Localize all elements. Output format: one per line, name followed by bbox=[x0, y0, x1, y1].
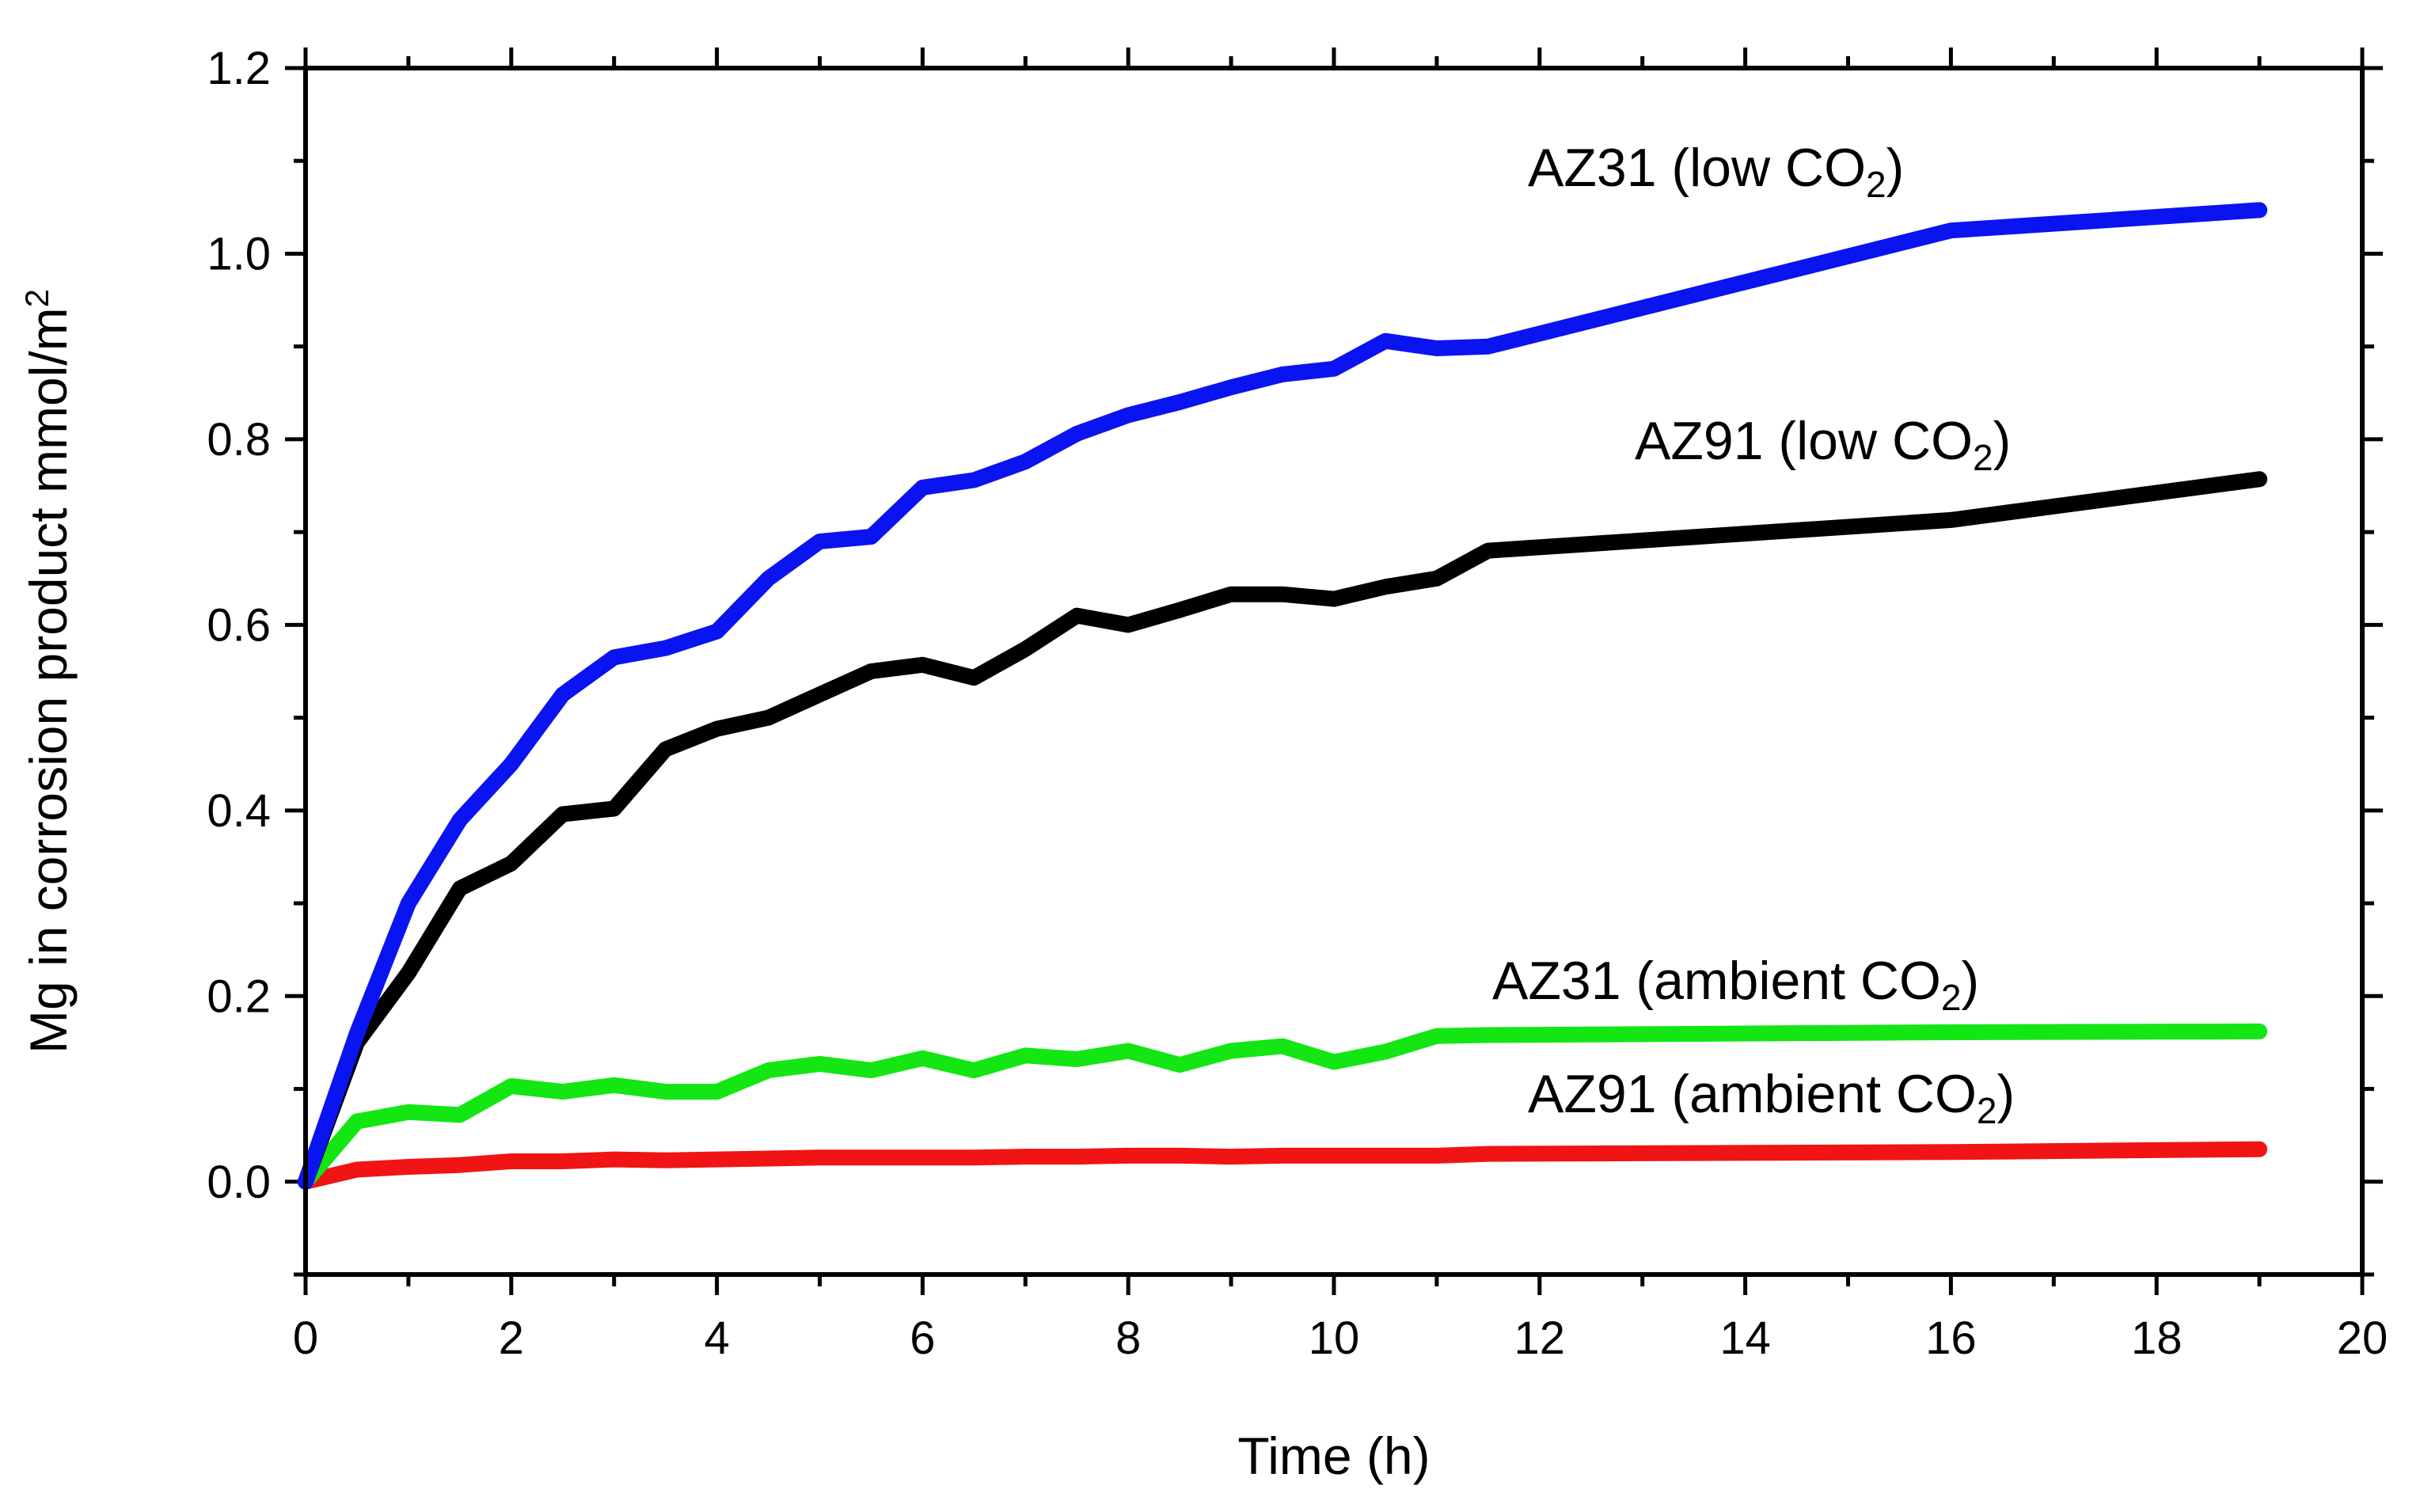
y-axis-title-superscript: 2 bbox=[18, 289, 55, 307]
x-tick-label: 6 bbox=[910, 1313, 935, 1364]
x-tick-label: 4 bbox=[704, 1313, 729, 1364]
label-layer: AZ31 (low CO2) AZ91 (low CO2) AZ31 (ambien… bbox=[1492, 138, 2015, 1131]
x-tick-label: 16 bbox=[1925, 1313, 1977, 1364]
series-line-az91-low-co2 bbox=[298, 471, 2268, 1190]
x-axis-title: Time (h) bbox=[1237, 1427, 1430, 1485]
y-tick-label: 1.0 bbox=[207, 228, 271, 279]
x-tick-label: 8 bbox=[1115, 1313, 1141, 1364]
series-label: AZ31 (low CO2) bbox=[1528, 138, 1904, 205]
series-label: AZ91 (ambient CO2) bbox=[1528, 1064, 2015, 1131]
y-tick-label: 0.0 bbox=[207, 1157, 271, 1208]
x-tick-label: 2 bbox=[499, 1313, 524, 1364]
x-tick-label: 12 bbox=[1514, 1313, 1566, 1364]
tick-layer: 0 2 4 6 8 10 12 14 16 18 20 0.0 0.2 0.4 0.6 0.8 1.0 1.2 bbox=[207, 43, 2388, 1364]
y-tick-label: 0.8 bbox=[207, 414, 271, 465]
plot-frame bbox=[303, 66, 2365, 1277]
series-line-az91-ambient-co2 bbox=[298, 1141, 2268, 1190]
y-axis-title-text: Mg in corrosion product mmol/m bbox=[19, 307, 78, 1054]
x-tick-label: 0 bbox=[293, 1313, 318, 1364]
series-line-az31-ambient-co2 bbox=[298, 1023, 2268, 1190]
series-layer bbox=[298, 202, 2268, 1190]
y-axis-title: Mg in corrosion product mmol/m2 bbox=[18, 289, 78, 1054]
y-tick-label: 0.4 bbox=[207, 785, 271, 837]
y-tick-label: 1.2 bbox=[207, 43, 271, 94]
series-line-az31-low-co2 bbox=[298, 202, 2268, 1190]
x-tick-label: 20 bbox=[2337, 1313, 2388, 1364]
series-label: AZ91 (low CO2) bbox=[1635, 411, 2011, 478]
x-tick-label: 14 bbox=[1719, 1313, 1771, 1364]
y-tick-label: 0.2 bbox=[207, 971, 271, 1022]
x-tick-label: 18 bbox=[2131, 1313, 2183, 1364]
y-tick-label: 0.6 bbox=[207, 599, 271, 651]
series-label: AZ31 (ambient CO2) bbox=[1492, 951, 1979, 1018]
x-tick-label: 10 bbox=[1309, 1313, 1360, 1364]
